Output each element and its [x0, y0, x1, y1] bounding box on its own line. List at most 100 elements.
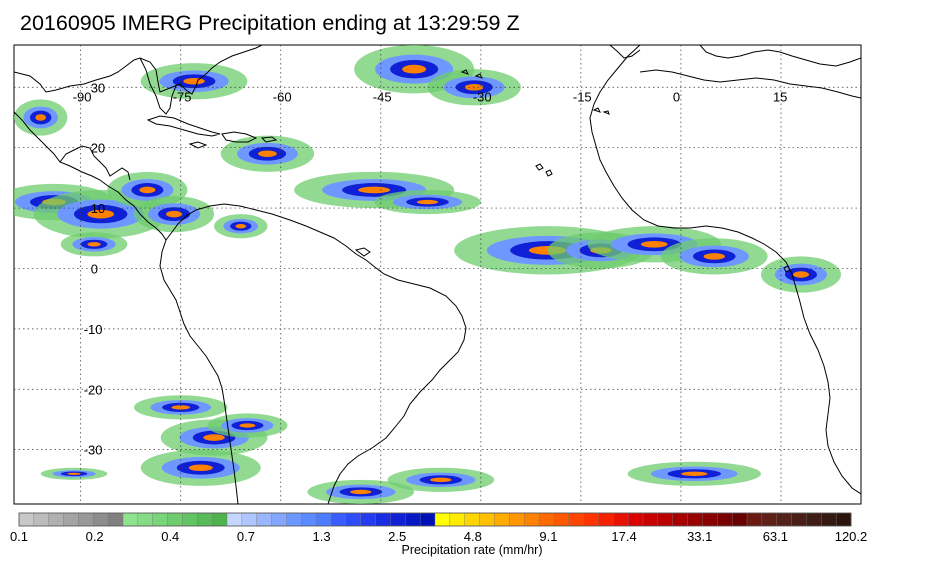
colorbar-cell	[271, 512, 287, 527]
colorbar-tick-labels: 0.1 0.2 0.4 0.7 1.3 2.5 4.8 9.1 17.4 33.1 63.1 120.…	[10, 529, 867, 544]
colorbar-cell	[761, 512, 778, 527]
azores-islands	[460, 69, 483, 79]
latitude-label: 0	[91, 261, 98, 276]
colorbar-cell	[687, 512, 703, 527]
precipitation-cell	[60, 232, 128, 257]
gulf-of-guinea-islands	[783, 265, 791, 273]
map-frame	[13, 44, 862, 505]
florida-coastline	[139, 57, 177, 115]
colorbar-label: Precipitation rate (mm/hr)	[401, 543, 543, 557]
south-america-west-coastline	[159, 239, 239, 504]
colorbar-cell	[791, 512, 807, 527]
colorbar-cell	[627, 512, 644, 527]
south-america-coastline	[165, 203, 467, 504]
colorbar-cell	[672, 512, 689, 527]
colorbar-cell	[419, 512, 436, 527]
latitude-label: -20	[84, 382, 103, 397]
precipitation-cell	[214, 214, 268, 239]
precipitation-cell	[374, 189, 481, 215]
africa-coastline	[589, 45, 861, 495]
colorbar-cell	[167, 512, 183, 527]
colorbar-tick-label: 33.1	[687, 529, 712, 544]
colorbar-cell	[33, 512, 50, 527]
precipitation-cell	[660, 238, 768, 275]
colorbar-cell	[256, 512, 273, 527]
precipitation-cell	[134, 195, 215, 233]
colorbar-cell	[642, 512, 659, 527]
colorbar-cell	[509, 512, 525, 527]
marajo-island-coastline	[354, 247, 371, 257]
colorbar-cell	[583, 512, 599, 527]
precipitation-cell	[627, 461, 761, 486]
longitude-label: -30	[473, 89, 492, 104]
cuba-coastline	[146, 115, 221, 137]
graticule	[14, 45, 861, 504]
colorbar-tick-label: 63.1	[763, 529, 788, 544]
colorbar-cell	[122, 512, 139, 527]
colorbar-cell	[464, 512, 481, 527]
colorbar-cell	[479, 512, 495, 527]
colorbar-cell	[375, 512, 391, 527]
longitude-label: -60	[273, 89, 292, 104]
colorbar-cell	[434, 512, 451, 527]
colorbar-cell	[405, 512, 421, 527]
colorbar-cell	[226, 512, 243, 527]
colorbar-border	[18, 512, 852, 527]
mediterranean-coastline	[639, 69, 861, 99]
longitude-label: -75	[173, 89, 192, 104]
colorbar-cell	[568, 512, 585, 527]
colorbar-cell	[48, 512, 65, 527]
colorbar-cell	[345, 512, 362, 527]
colorbar-tick-label: 0.7	[237, 529, 255, 544]
colorbar-cell	[315, 512, 332, 527]
colorbar-cell	[598, 512, 614, 527]
colorbar-tick-label: 17.4	[611, 529, 636, 544]
latitude-label: 30	[91, 80, 105, 95]
colorbar-cell	[18, 512, 35, 527]
precipitation-cell	[107, 171, 188, 209]
precipitation-cell	[207, 413, 288, 438]
colorbar-cell	[449, 512, 466, 527]
colorbar-tick-label: 0.2	[86, 529, 104, 544]
colorbar-cell	[137, 512, 154, 527]
longitude-label: 15	[773, 89, 787, 104]
colorbar-cell	[301, 512, 317, 527]
jamaica-coastline	[188, 141, 208, 149]
colorbar-cell	[241, 512, 258, 527]
colorbar-cell	[494, 512, 510, 527]
colorbar-cell	[63, 512, 79, 527]
longitude-label: -90	[73, 89, 92, 104]
cape-verde-islands	[535, 163, 553, 177]
colorbar-cell	[776, 512, 793, 527]
colorbar-tick-label: 9.1	[539, 529, 557, 544]
colorbar-cell	[182, 512, 198, 527]
precipitation-cell	[140, 449, 261, 486]
latitude-label: -10	[84, 322, 103, 337]
colorbar-cell	[93, 512, 109, 527]
precipitation-cell	[220, 135, 315, 172]
precipitation-cell	[387, 467, 495, 492]
yucatan-coastline	[59, 145, 131, 181]
colorbar-cell	[702, 512, 718, 527]
north-america-coastline	[14, 45, 263, 95]
colorbar-cell	[286, 512, 302, 527]
colorbar-tick-label: 2.5	[388, 529, 406, 544]
map-title: 20160905 IMERG Precipitation ending at 1…	[20, 11, 520, 35]
colorbar-cell	[152, 512, 169, 527]
precipitation-cell	[140, 63, 248, 100]
iberia-coastline	[609, 45, 641, 59]
colorbar-tick-label: 4.8	[464, 529, 482, 544]
colorbar-cell	[107, 512, 124, 527]
colorbar-cell	[746, 512, 763, 527]
latitude-label: 10	[91, 201, 105, 216]
central-america-coastline	[14, 111, 167, 241]
europe-coastline	[699, 45, 861, 67]
longitude-label: -15	[573, 89, 592, 104]
colorbar-cell	[835, 512, 852, 527]
colorbar-tick-label: 120.2	[835, 529, 868, 544]
latitude-label: 20	[91, 141, 105, 156]
colorbar-cell	[538, 512, 555, 527]
longitude-label: 0	[673, 89, 680, 104]
